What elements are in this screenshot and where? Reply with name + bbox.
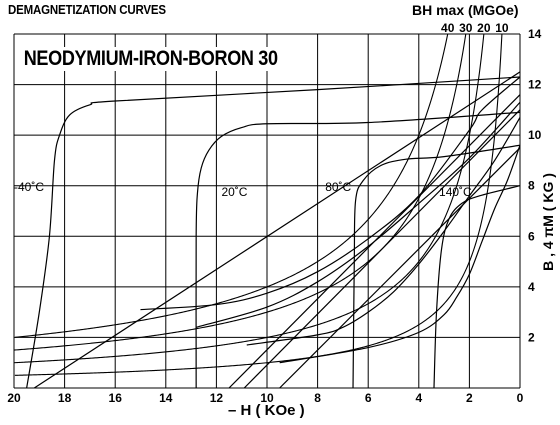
x-tick-label: 20 bbox=[7, 391, 21, 405]
normal-curve bbox=[195, 101, 521, 328]
load-line bbox=[33, 71, 521, 389]
bh-max-tick-label: 40 bbox=[441, 21, 455, 35]
bh-max-axis-label: BH max (MGOe) bbox=[412, 2, 519, 18]
x-tick-label: 16 bbox=[109, 391, 123, 405]
x-tick-labels: 20 18 16 14 12 10 8 6 4 2 0 bbox=[7, 391, 523, 405]
bh-max-curve bbox=[14, 33, 485, 364]
x-tick-label: 0 bbox=[517, 391, 524, 405]
intrinsic-curve bbox=[195, 111, 521, 389]
normal-curve bbox=[140, 76, 521, 311]
y-tick-label: 4 bbox=[528, 280, 535, 294]
intrinsic-curve bbox=[26, 76, 521, 389]
x-tick-label: 6 bbox=[365, 391, 372, 405]
intrinsic-curve bbox=[352, 144, 521, 389]
y-tick-labels: 2 4 6 8 10 12 14 bbox=[528, 27, 542, 344]
load-lines bbox=[33, 71, 521, 389]
y-tick-label: 12 bbox=[528, 78, 542, 92]
temperature-label: -40˚C bbox=[14, 180, 44, 194]
y-axis-label: B , 4 πM ( KG ) bbox=[540, 173, 556, 271]
curve-labels: -40˚C 20˚C 80˚C 140˚C bbox=[14, 180, 472, 199]
bh-max-tick-label: 30 bbox=[459, 21, 473, 35]
bh-max-curve bbox=[15, 33, 449, 338]
grid bbox=[13, 33, 521, 389]
temperature-label: 80˚C bbox=[325, 180, 351, 194]
y-tick-label: 6 bbox=[528, 229, 535, 243]
demag-curves bbox=[26, 76, 521, 389]
normal-curve bbox=[246, 117, 521, 346]
x-tick-label: 2 bbox=[466, 391, 473, 405]
chart-title: DEMAGNETIZATION CURVES bbox=[8, 3, 166, 17]
x-tick-label: 4 bbox=[415, 391, 422, 405]
load-line bbox=[243, 109, 521, 389]
x-tick-label: 14 bbox=[159, 391, 173, 405]
x-tick-label: 10 bbox=[260, 391, 274, 405]
x-tick-label: 12 bbox=[210, 391, 224, 405]
bh-max-tick-label: 20 bbox=[477, 21, 491, 35]
x-tick-label: 8 bbox=[314, 391, 321, 405]
material-title: NEODYMIUM-IRON-BORON 30 bbox=[22, 47, 280, 71]
y-tick-label: 2 bbox=[528, 330, 535, 344]
bh-max-curve bbox=[14, 33, 503, 376]
load-line bbox=[279, 147, 521, 389]
y-tick-label: 14 bbox=[528, 27, 542, 41]
y-tick-label: 10 bbox=[528, 128, 542, 142]
bh-max-tick-label: 10 bbox=[495, 21, 509, 35]
bh-max-curves bbox=[14, 33, 503, 376]
normal-curve bbox=[279, 145, 521, 364]
x-tick-label: 18 bbox=[58, 391, 72, 405]
bh-max-tick-labels: 40 30 20 10 bbox=[441, 21, 509, 35]
intrinsic-curve bbox=[433, 185, 521, 389]
temperature-label: 140˚C bbox=[439, 185, 472, 199]
x-axis-label: – H ( KOe ) bbox=[228, 402, 305, 419]
temperature-label: 20˚C bbox=[221, 185, 247, 199]
y-tick-label: 8 bbox=[528, 179, 535, 193]
